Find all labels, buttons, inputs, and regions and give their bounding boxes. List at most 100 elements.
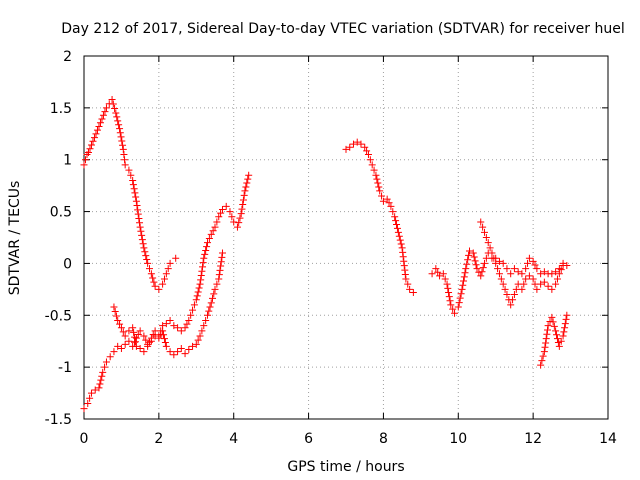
x-axis-label: GPS time / hours — [287, 459, 404, 475]
interpolated-point — [136, 219, 144, 227]
interpolated-point — [216, 266, 224, 274]
interpolated-point — [441, 275, 449, 283]
data-point — [140, 332, 148, 340]
interpolated-point — [131, 333, 139, 341]
data-point — [102, 104, 110, 112]
data-point — [140, 244, 148, 252]
interpolated-point — [397, 240, 405, 248]
data-point — [507, 301, 515, 309]
interpolated-point — [445, 293, 453, 301]
interpolated-point — [205, 307, 213, 315]
data-point — [226, 208, 234, 216]
interpolated-point — [486, 244, 494, 252]
interpolated-point — [202, 316, 210, 324]
interpolated-point — [434, 268, 442, 276]
interpolated-point — [96, 119, 104, 127]
interpolated-point — [146, 265, 153, 273]
data-point — [174, 348, 182, 356]
plot-frame — [83, 55, 609, 420]
interpolated-point — [150, 278, 158, 286]
interpolated-point — [242, 183, 250, 191]
interpolated-point — [471, 257, 479, 265]
interpolated-point — [543, 330, 551, 338]
data-point — [522, 265, 530, 273]
interpolated-point — [557, 266, 565, 274]
data-point — [106, 353, 114, 361]
data-point — [177, 344, 185, 352]
interpolated-point — [217, 209, 225, 217]
data-point — [466, 247, 474, 255]
data-point — [518, 270, 526, 278]
interpolated-point — [215, 271, 223, 279]
data-point — [368, 161, 376, 169]
data-point — [537, 270, 545, 278]
data-point — [518, 285, 526, 293]
interpolated-point — [239, 196, 247, 204]
data-point — [364, 151, 372, 159]
interpolated-point — [142, 336, 150, 344]
data-point — [555, 342, 563, 350]
data-point — [95, 384, 103, 392]
interpolated-point — [461, 269, 469, 277]
data-point — [548, 313, 556, 321]
data-point — [428, 270, 436, 278]
data-point — [372, 171, 380, 179]
data-point — [192, 296, 200, 304]
data-point — [480, 259, 488, 267]
interpolated-point — [164, 265, 172, 273]
interpolated-point — [557, 337, 565, 345]
interpolated-point — [98, 372, 106, 380]
data-point — [189, 342, 197, 350]
data-point — [102, 358, 110, 366]
interpolated-point — [142, 252, 150, 260]
interpolated-point — [114, 117, 122, 125]
data-point — [116, 125, 124, 133]
interpolated-point — [81, 156, 89, 164]
data-point — [174, 324, 182, 332]
data-point — [114, 316, 122, 324]
data-point — [140, 348, 148, 356]
interpolated-point — [199, 259, 207, 267]
interpolated-point — [195, 284, 203, 292]
data-point — [488, 249, 496, 257]
data-point — [162, 320, 170, 328]
interpolated-point — [560, 328, 568, 336]
interpolated-point — [238, 205, 246, 213]
x-tick-label: 6 — [304, 431, 313, 447]
data-point — [189, 306, 197, 314]
data-point — [125, 166, 133, 174]
data-point — [121, 161, 129, 169]
data-point — [525, 254, 533, 262]
data-point — [117, 344, 125, 352]
interpolated-point — [86, 394, 94, 402]
data-point — [379, 197, 387, 205]
data-point — [540, 278, 548, 286]
data-point — [110, 303, 118, 311]
interpolated-point — [217, 258, 225, 266]
y-tick-label: -1 — [58, 360, 72, 376]
data-point — [529, 275, 537, 283]
data-point — [80, 161, 88, 169]
interpolated-point — [131, 338, 139, 346]
data-point — [477, 218, 485, 226]
data-points — [80, 96, 571, 413]
data-point — [499, 280, 507, 288]
interpolated-point — [455, 299, 463, 307]
interpolated-point — [459, 281, 467, 289]
interpolated-point — [117, 133, 125, 141]
interpolated-point — [127, 171, 135, 179]
data-point — [484, 239, 492, 247]
interpolated-point — [549, 318, 557, 326]
data-point — [185, 316, 193, 324]
interpolated-point — [161, 339, 169, 347]
data-point — [91, 386, 99, 394]
data-point — [451, 309, 459, 317]
data-point — [361, 143, 369, 151]
data-point — [159, 280, 167, 288]
interpolated-point — [131, 189, 139, 197]
interpolated-point — [472, 261, 480, 269]
data-point — [473, 265, 481, 273]
interpolated-point — [93, 126, 101, 134]
interpolated-point — [92, 130, 100, 138]
interpolated-point — [160, 331, 168, 339]
